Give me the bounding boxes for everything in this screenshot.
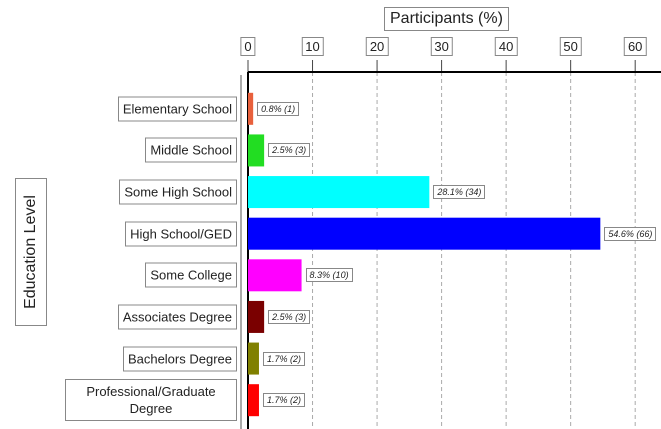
- bar: [248, 259, 302, 292]
- bar: [248, 384, 259, 417]
- x-tick-label: 60: [623, 37, 647, 56]
- bar: [248, 176, 430, 209]
- y-tick-label: Professional/Graduate Degree: [65, 379, 237, 422]
- bar: [248, 300, 265, 333]
- y-tick-label: Some College: [145, 262, 237, 288]
- bar: [248, 342, 259, 375]
- y-tick-label: Associates Degree: [117, 304, 237, 330]
- bar: [248, 134, 265, 167]
- x-tick-label: 30: [430, 37, 453, 56]
- value-label: 2.5% (3): [268, 143, 311, 158]
- value-label: 1.7% (2): [262, 393, 305, 408]
- value-label: 54.6% (66): [604, 226, 657, 241]
- y-tick-label: Middle School: [145, 137, 237, 163]
- bar: [248, 217, 601, 250]
- x-axis-title: Participants (%): [384, 7, 509, 31]
- x-tick-label: 10: [301, 37, 324, 56]
- value-label: 28.1% (34): [433, 185, 486, 200]
- bar: [248, 92, 254, 125]
- y-tick-label: High School/GED: [125, 221, 237, 247]
- x-tick-label: 0: [240, 37, 256, 56]
- y-axis-title: Education Level: [22, 195, 39, 309]
- y-tick-label: Some High School: [119, 179, 237, 205]
- x-tick-label: 20: [365, 37, 389, 56]
- x-tick-label: 40: [494, 37, 518, 56]
- y-tick-label: Elementary School: [117, 96, 237, 122]
- value-label: 8.3% (10): [305, 268, 353, 283]
- value-label: 1.7% (2): [262, 351, 305, 366]
- y-axis-title-box: Education Level: [15, 178, 47, 326]
- value-label: 0.8% (1): [257, 101, 300, 116]
- value-label: 2.5% (3): [268, 309, 311, 324]
- y-tick-label: Bachelors Degree: [122, 346, 237, 372]
- x-tick-label: 50: [559, 37, 582, 56]
